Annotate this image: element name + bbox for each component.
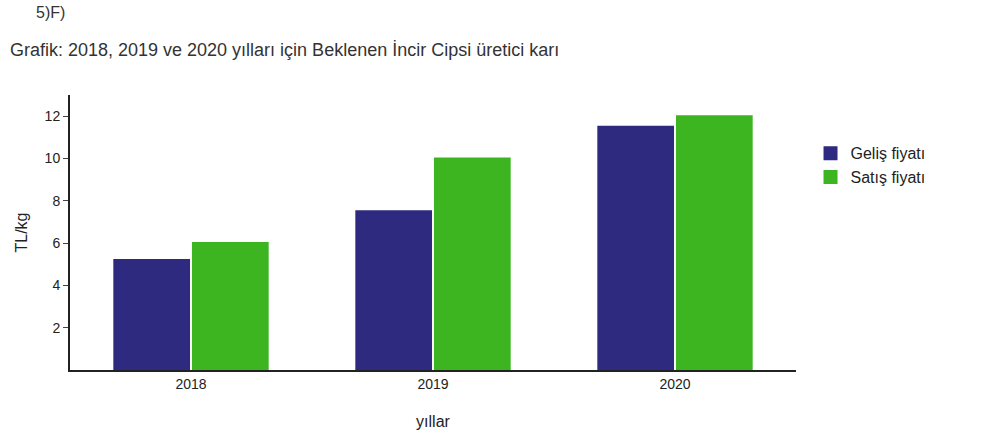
svg-text:10: 10 (45, 150, 61, 166)
svg-text:2019: 2019 (417, 376, 448, 392)
svg-text:TL/kg: TL/kg (13, 212, 30, 252)
svg-text:2: 2 (52, 320, 60, 336)
svg-text:8: 8 (52, 193, 60, 209)
svg-text:Grafik: 2018, 2019 ve 2020 yıl: Grafik: 2018, 2019 ve 2020 yılları için … (10, 40, 559, 60)
svg-text:Satış fiyatı: Satış fiyatı (851, 169, 926, 186)
svg-text:yıllar: yıllar (416, 413, 450, 430)
svg-text:2018: 2018 (175, 376, 206, 392)
svg-text:Geliş fiyatı: Geliş fiyatı (851, 145, 926, 162)
svg-text:2020: 2020 (659, 376, 690, 392)
svg-text:5)F): 5)F) (36, 4, 65, 21)
svg-text:6: 6 (52, 235, 60, 251)
svg-text:4: 4 (52, 277, 60, 293)
svg-text:12: 12 (45, 108, 61, 124)
